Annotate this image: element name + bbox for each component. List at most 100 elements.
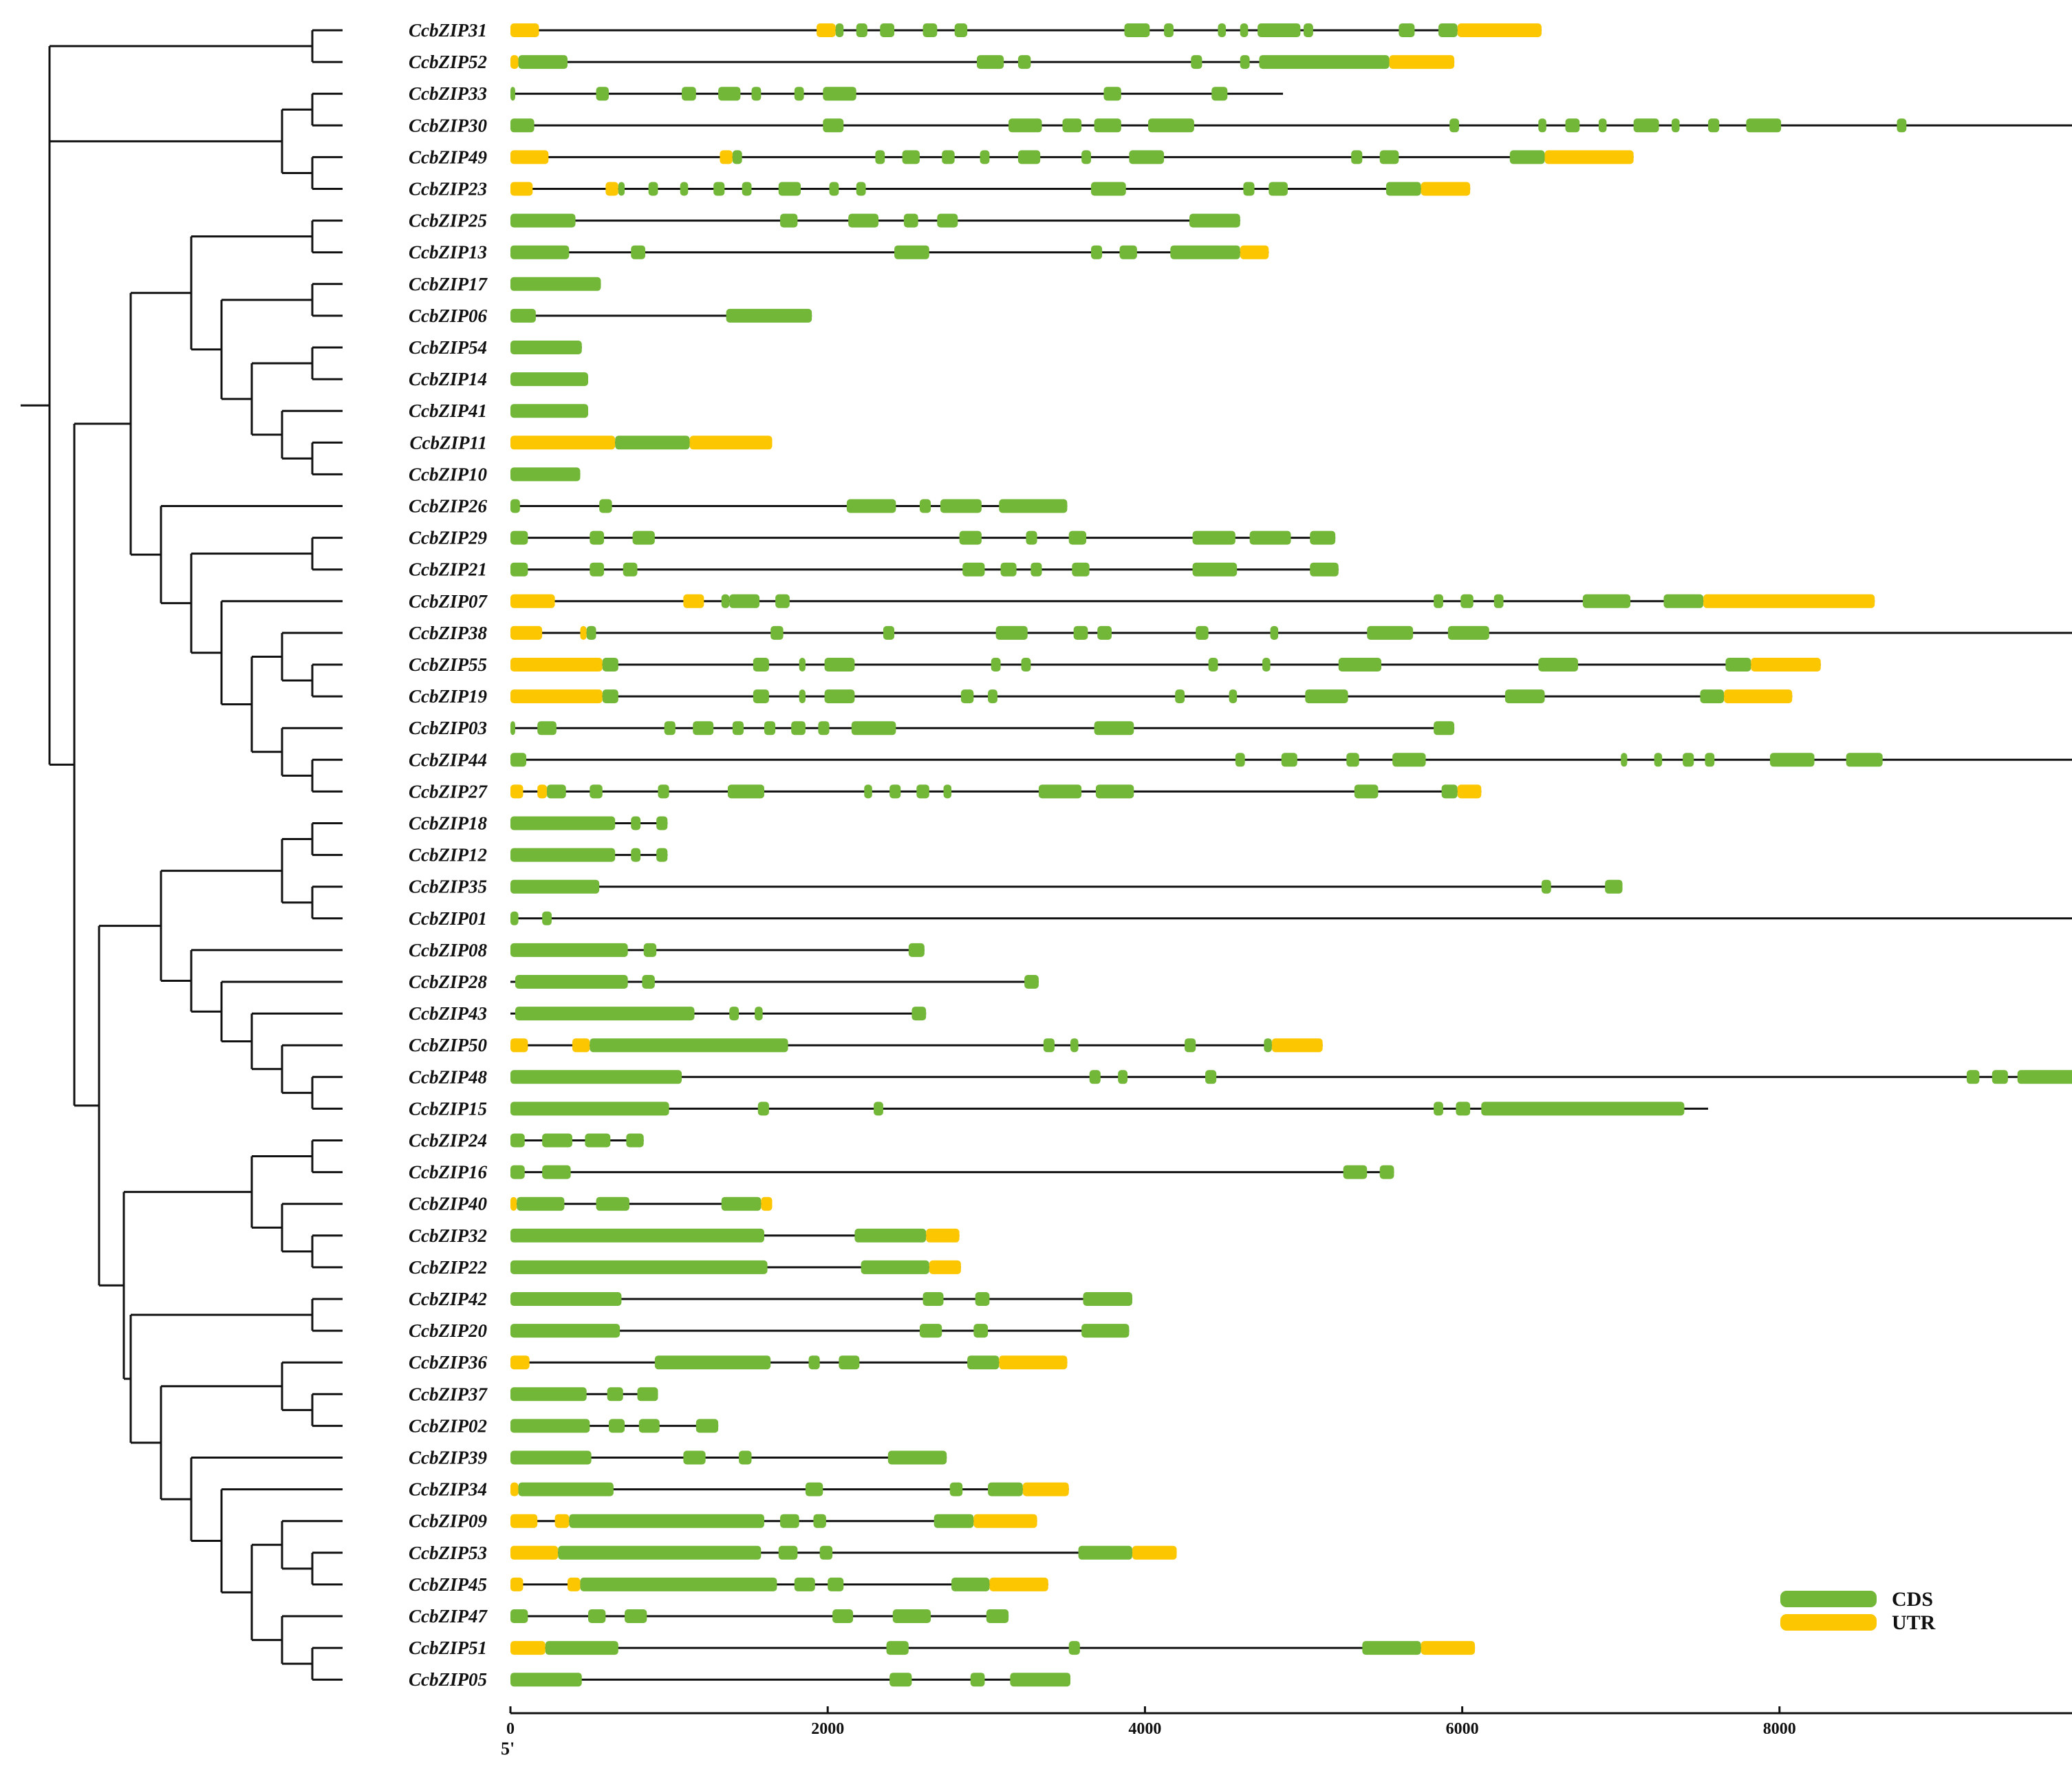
gene-row: CcbZIP54 bbox=[409, 337, 582, 358]
cds-exon bbox=[1270, 625, 1279, 640]
cds-exon bbox=[1164, 23, 1174, 37]
cds-exon bbox=[1343, 1165, 1368, 1179]
cds-exon bbox=[1008, 118, 1042, 133]
gene-name-label: CcbZIP53 bbox=[409, 1543, 487, 1563]
gene-row: CcbZIP38 bbox=[409, 623, 2072, 643]
legend-cds-swatch bbox=[1780, 1591, 1877, 1607]
cds-exon bbox=[1094, 118, 1121, 133]
gene-name-label: CcbZIP17 bbox=[409, 274, 488, 294]
utr-region bbox=[510, 1355, 530, 1370]
cds-exon bbox=[1379, 150, 1399, 164]
utr-region bbox=[568, 1577, 581, 1591]
cds-exon bbox=[889, 784, 901, 799]
gene-name-label: CcbZIP15 bbox=[409, 1098, 487, 1119]
gene-name-label: CcbZIP37 bbox=[409, 1384, 488, 1404]
legend-utr-swatch bbox=[1780, 1614, 1877, 1631]
cds-exon bbox=[585, 1133, 611, 1148]
utr-region bbox=[1544, 150, 1634, 164]
gene-row: CcbZIP07 bbox=[409, 591, 1875, 612]
cds-exon bbox=[510, 1165, 525, 1179]
cds-exon bbox=[590, 1038, 788, 1053]
cds-exon bbox=[542, 911, 552, 925]
gene-name-label: CcbZIP03 bbox=[409, 718, 487, 738]
cds-exon bbox=[889, 1673, 912, 1687]
gene-row: CcbZIP42 bbox=[409, 1289, 1132, 1309]
utr-region bbox=[929, 1260, 961, 1274]
cds-exon bbox=[726, 308, 812, 323]
cds-exon bbox=[1175, 689, 1185, 704]
scale-axis: 5' 3' 0200040006000800010,00012,00014,00… bbox=[501, 1706, 2072, 1759]
cds-exon bbox=[608, 1419, 625, 1433]
cds-exon bbox=[962, 562, 985, 577]
cds-exon bbox=[515, 1007, 695, 1021]
gene-row: CcbZIP55 bbox=[409, 654, 1821, 675]
cds-exon bbox=[1769, 753, 1815, 767]
utr-region bbox=[510, 55, 519, 69]
cds-exon bbox=[823, 118, 844, 133]
gene-name-label: CcbZIP21 bbox=[409, 559, 487, 580]
cds-exon bbox=[757, 1102, 769, 1116]
cds-exon bbox=[683, 1450, 706, 1465]
cds-exon bbox=[1621, 753, 1628, 767]
cds-exon bbox=[755, 1007, 763, 1021]
gene-name-label: CcbZIP54 bbox=[409, 337, 487, 358]
cds-exon bbox=[542, 1165, 571, 1179]
cds-exon bbox=[1072, 562, 1090, 577]
cds-exon bbox=[510, 1228, 764, 1243]
cds-exon bbox=[1118, 1070, 1128, 1084]
cds-exon bbox=[839, 1355, 860, 1370]
axis-tick-label: 8000 bbox=[1763, 1720, 1796, 1738]
cds-exon bbox=[596, 1196, 629, 1211]
utr-region bbox=[510, 1482, 519, 1496]
gene-row: CcbZIP02 bbox=[409, 1415, 719, 1436]
axis-tick-label: 4000 bbox=[1128, 1720, 1161, 1738]
cds-exon bbox=[1073, 625, 1088, 640]
cds-exon bbox=[770, 625, 784, 640]
cds-exon bbox=[1633, 118, 1659, 133]
gene-row: CcbZIP29 bbox=[409, 528, 1336, 548]
cds-exon bbox=[954, 23, 968, 37]
gene-row: CcbZIP11 bbox=[410, 432, 773, 453]
cds-exon bbox=[537, 721, 557, 736]
cds-exon bbox=[875, 150, 885, 164]
gene-name-label: CcbZIP55 bbox=[409, 654, 487, 675]
cds-exon bbox=[805, 1482, 823, 1496]
utr-region bbox=[510, 784, 524, 799]
cds-exon bbox=[1249, 530, 1291, 545]
axis-start-label: 5' bbox=[501, 1739, 515, 1759]
utr-region bbox=[817, 23, 836, 37]
cds-exon bbox=[510, 1102, 669, 1116]
cds-exon bbox=[922, 23, 938, 37]
cds-exon bbox=[988, 1482, 1023, 1496]
gene-name-label: CcbZIP16 bbox=[409, 1162, 487, 1183]
cds-exon bbox=[780, 213, 798, 228]
cds-exon bbox=[1081, 1324, 1130, 1338]
gene-row: CcbZIP47 bbox=[409, 1606, 1009, 1627]
gene-row: CcbZIP13 bbox=[409, 242, 1269, 263]
gene-name-label: CcbZIP41 bbox=[409, 400, 487, 421]
gene-name-label: CcbZIP25 bbox=[409, 211, 487, 231]
axis-tick-label: 2000 bbox=[811, 1720, 844, 1738]
cds-exon bbox=[794, 1577, 815, 1591]
cds-exon bbox=[1068, 530, 1087, 545]
gene-row: CcbZIP40 bbox=[409, 1194, 773, 1214]
cds-exon bbox=[510, 341, 582, 354]
cds-exon bbox=[799, 658, 806, 672]
cds-exon bbox=[607, 1387, 623, 1402]
gene-name-label: CcbZIP05 bbox=[409, 1669, 487, 1690]
cds-exon bbox=[1441, 784, 1458, 799]
gene-row: CcbZIP25 bbox=[409, 211, 1240, 231]
cds-exon bbox=[510, 1292, 622, 1306]
cds-exon bbox=[1460, 594, 1474, 608]
cds-exon bbox=[1379, 1165, 1394, 1179]
cds-exon bbox=[1078, 1545, 1132, 1560]
gene-name-label: CcbZIP38 bbox=[409, 623, 487, 643]
cds-exon bbox=[1119, 245, 1137, 259]
cds-exon bbox=[824, 689, 855, 704]
cds-exon bbox=[510, 879, 600, 894]
cds-exon bbox=[596, 87, 609, 101]
cds-exon bbox=[835, 23, 844, 37]
utr-region bbox=[683, 594, 704, 608]
utr-region bbox=[689, 436, 773, 450]
gene-name-label: CcbZIP27 bbox=[409, 781, 488, 802]
